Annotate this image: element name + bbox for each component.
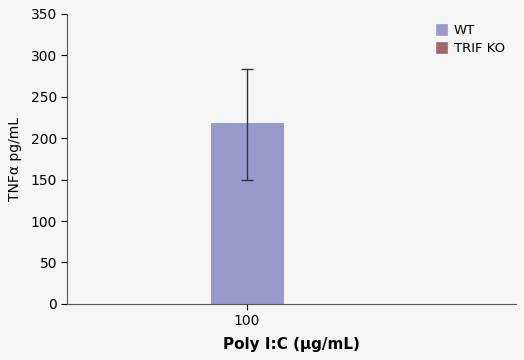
Bar bbox=[211, 123, 282, 304]
X-axis label: Poly I:C (μg/mL): Poly I:C (μg/mL) bbox=[223, 337, 360, 352]
Y-axis label: TNFα pg/mL: TNFα pg/mL bbox=[8, 117, 23, 201]
Legend: WT, TRIF KO: WT, TRIF KO bbox=[432, 21, 509, 59]
